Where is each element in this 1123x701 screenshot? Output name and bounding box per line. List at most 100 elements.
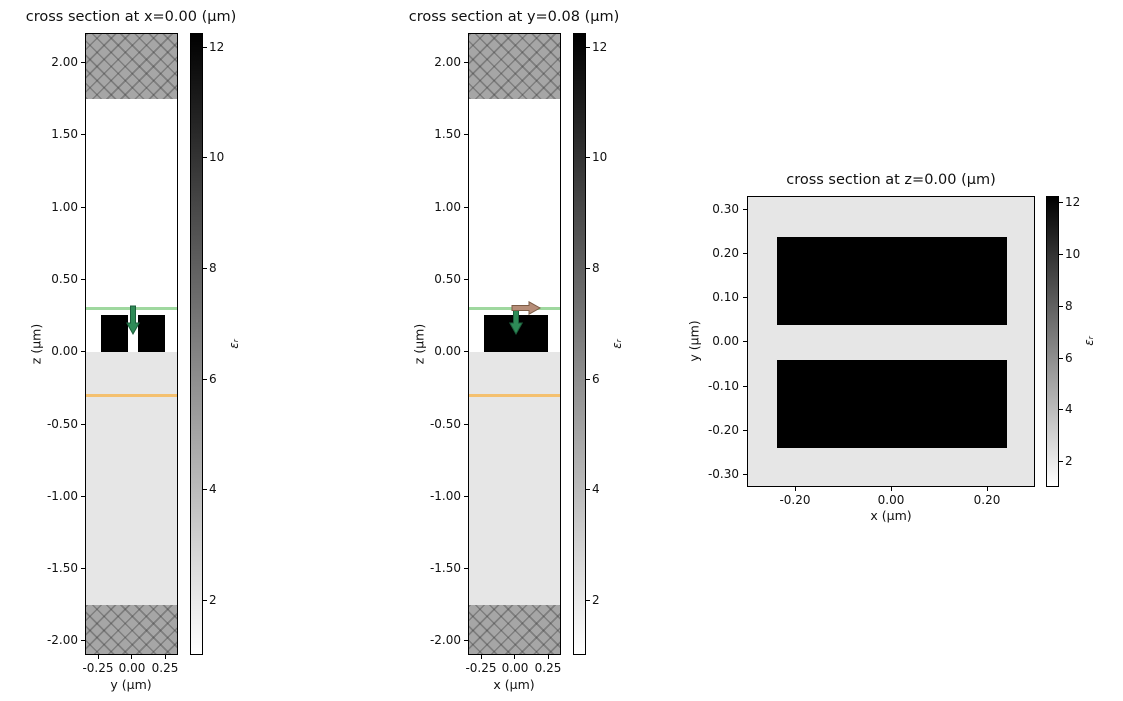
tick-mark [81,62,85,63]
colorbar [1046,196,1059,487]
tick-mark [464,62,468,63]
colorbar-label: εᵣ [1082,336,1096,346]
x-tick-label: 0.25 [151,661,179,675]
y-tick-label: 0.00 [51,344,78,358]
hatched-boundary-top [469,34,560,99]
waveguide-upper-rect [777,237,1007,325]
waveguide-lower-rect [777,360,1007,448]
y-tick-label: 0.50 [434,272,461,286]
y-tick-label: -2.00 [429,633,461,647]
waveguide-right-rect [138,315,165,352]
tick-mark [586,600,590,601]
tick-mark [481,655,482,659]
tick-mark [743,341,747,342]
x-axis-label: x (μm) [870,508,912,523]
x-tick-label: -0.20 [779,493,811,507]
y-tick-label: 2.00 [434,55,461,69]
plot-area [85,33,178,655]
y-tick-label: 0.20 [712,246,739,260]
colorbar-tick-label: 12 [592,40,608,54]
y-tick-label: -0.10 [707,379,739,393]
y-tick-label: 0.50 [51,272,78,286]
y-tick-label: 1.50 [51,127,78,141]
tick-mark [81,351,85,352]
tick-mark [586,47,590,48]
y-tick-label: 1.00 [434,200,461,214]
colorbar-tick-label: 10 [1065,247,1081,261]
tick-mark [203,379,207,380]
x-tick-label: 0.25 [534,661,562,675]
tick-mark [743,430,747,431]
x-tick-label: 0.00 [501,661,529,675]
tick-mark [98,655,99,659]
tick-mark [203,157,207,158]
y-tick-label: -0.50 [429,417,461,431]
tick-mark [464,351,468,352]
y-tick-label: 1.50 [434,127,461,141]
plot-area [468,33,561,655]
source-line [86,394,177,397]
colorbar-tick-label: 10 [209,150,225,164]
colorbar-label: εᵣ [610,339,624,349]
y-tick-label: -0.30 [707,467,739,481]
tick-mark [743,474,747,475]
tick-mark [464,424,468,425]
tick-mark [586,379,590,380]
x-axis-label: y (μm) [110,677,152,692]
tick-mark [795,487,796,491]
y-tick-label: -0.50 [46,417,78,431]
tick-mark [81,496,85,497]
tick-mark [131,655,132,659]
tick-mark [464,568,468,569]
colorbar-tick-label: 6 [592,372,600,386]
x-tick-label: 0.00 [877,493,905,507]
colorbar-tick-label: 8 [209,261,217,275]
colorbar-tick-label: 2 [592,593,600,607]
y-tick-label: -1.00 [46,489,78,503]
hatched-boundary-bottom [469,605,560,654]
tick-mark [1059,254,1063,255]
plot-title: cross section at z=0.00 (μm) [786,172,996,188]
hatched-boundary-top [86,34,177,99]
plot-title: cross section at x=0.00 (μm) [25,9,237,25]
colorbar [190,33,203,655]
source-line [469,394,560,397]
y-tick-label: 0.00 [712,334,739,348]
tick-mark [586,268,590,269]
y-tick-label: 0.10 [712,290,739,304]
tick-mark [1059,306,1063,307]
tick-mark [514,655,515,659]
tick-mark [203,47,207,48]
tick-mark [81,207,85,208]
tick-mark [165,655,166,659]
waveguide-left-rect [101,315,128,352]
hatched-boundary-bottom [86,605,177,654]
colorbar-tick-label: 6 [209,372,217,386]
colorbar-tick-label: 6 [1065,351,1073,365]
tick-mark [464,207,468,208]
tick-mark [891,487,892,491]
colorbar-tick-label: 8 [1065,299,1073,313]
y-tick-label: -1.00 [429,489,461,503]
substrate-region [86,352,177,605]
y-tick-label: 0.00 [434,344,461,358]
tick-mark [743,253,747,254]
tick-mark [203,268,207,269]
colorbar [573,33,586,655]
colorbar-tick-label: 4 [592,482,600,496]
colorbar-label: εᵣ [227,339,241,349]
colorbar-tick-label: 2 [1065,454,1073,468]
tick-mark [464,134,468,135]
colorbar-tick-label: 10 [592,150,608,164]
x-axis-label: x (μm) [493,677,535,692]
plot-area [747,196,1035,487]
tick-mark [586,489,590,490]
y-tick-label: -1.50 [429,561,461,575]
colorbar-tick-label: 12 [209,40,225,54]
colorbar-tick-label: 8 [592,261,600,275]
tick-mark [743,209,747,210]
tick-mark [1059,358,1063,359]
plot-title: cross section at y=0.08 (μm) [408,9,620,25]
tick-mark [203,600,207,601]
